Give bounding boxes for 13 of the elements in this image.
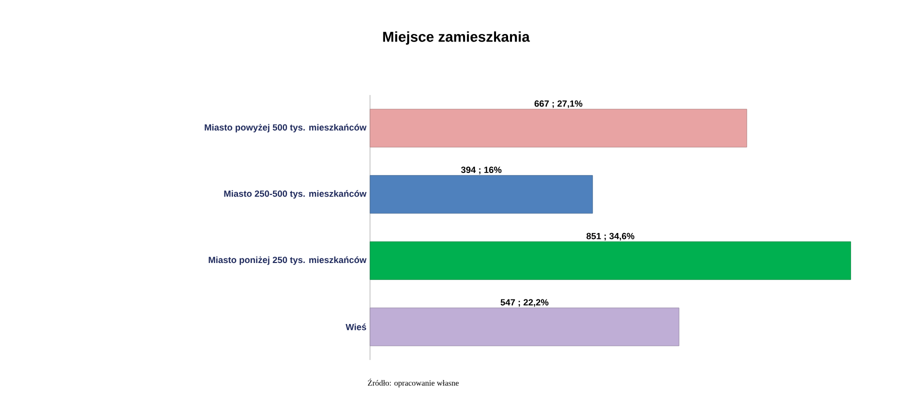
y-tick-label: Miasto poniżej 250 tys. mieszkańców bbox=[208, 256, 366, 265]
bar bbox=[370, 175, 593, 214]
y-tick-label: Miasto powyżej 500 tys. mieszkańców bbox=[204, 124, 366, 132]
bar bbox=[370, 108, 748, 148]
data-label: 394 ; 16% bbox=[461, 166, 502, 174]
data-label: 667 ; 27,1% bbox=[534, 100, 582, 108]
bar bbox=[370, 308, 680, 346]
data-label: 547 ; 22,2% bbox=[500, 299, 548, 307]
bar bbox=[370, 241, 851, 280]
y-tick-label: Miasto 250-500 tys. mieszkańców bbox=[224, 190, 366, 199]
chart-title: Miejsce zamieszkania bbox=[383, 31, 530, 45]
y-tick-label: Wieś bbox=[346, 324, 366, 330]
data-label: 851 ; 34,6% bbox=[586, 232, 634, 241]
